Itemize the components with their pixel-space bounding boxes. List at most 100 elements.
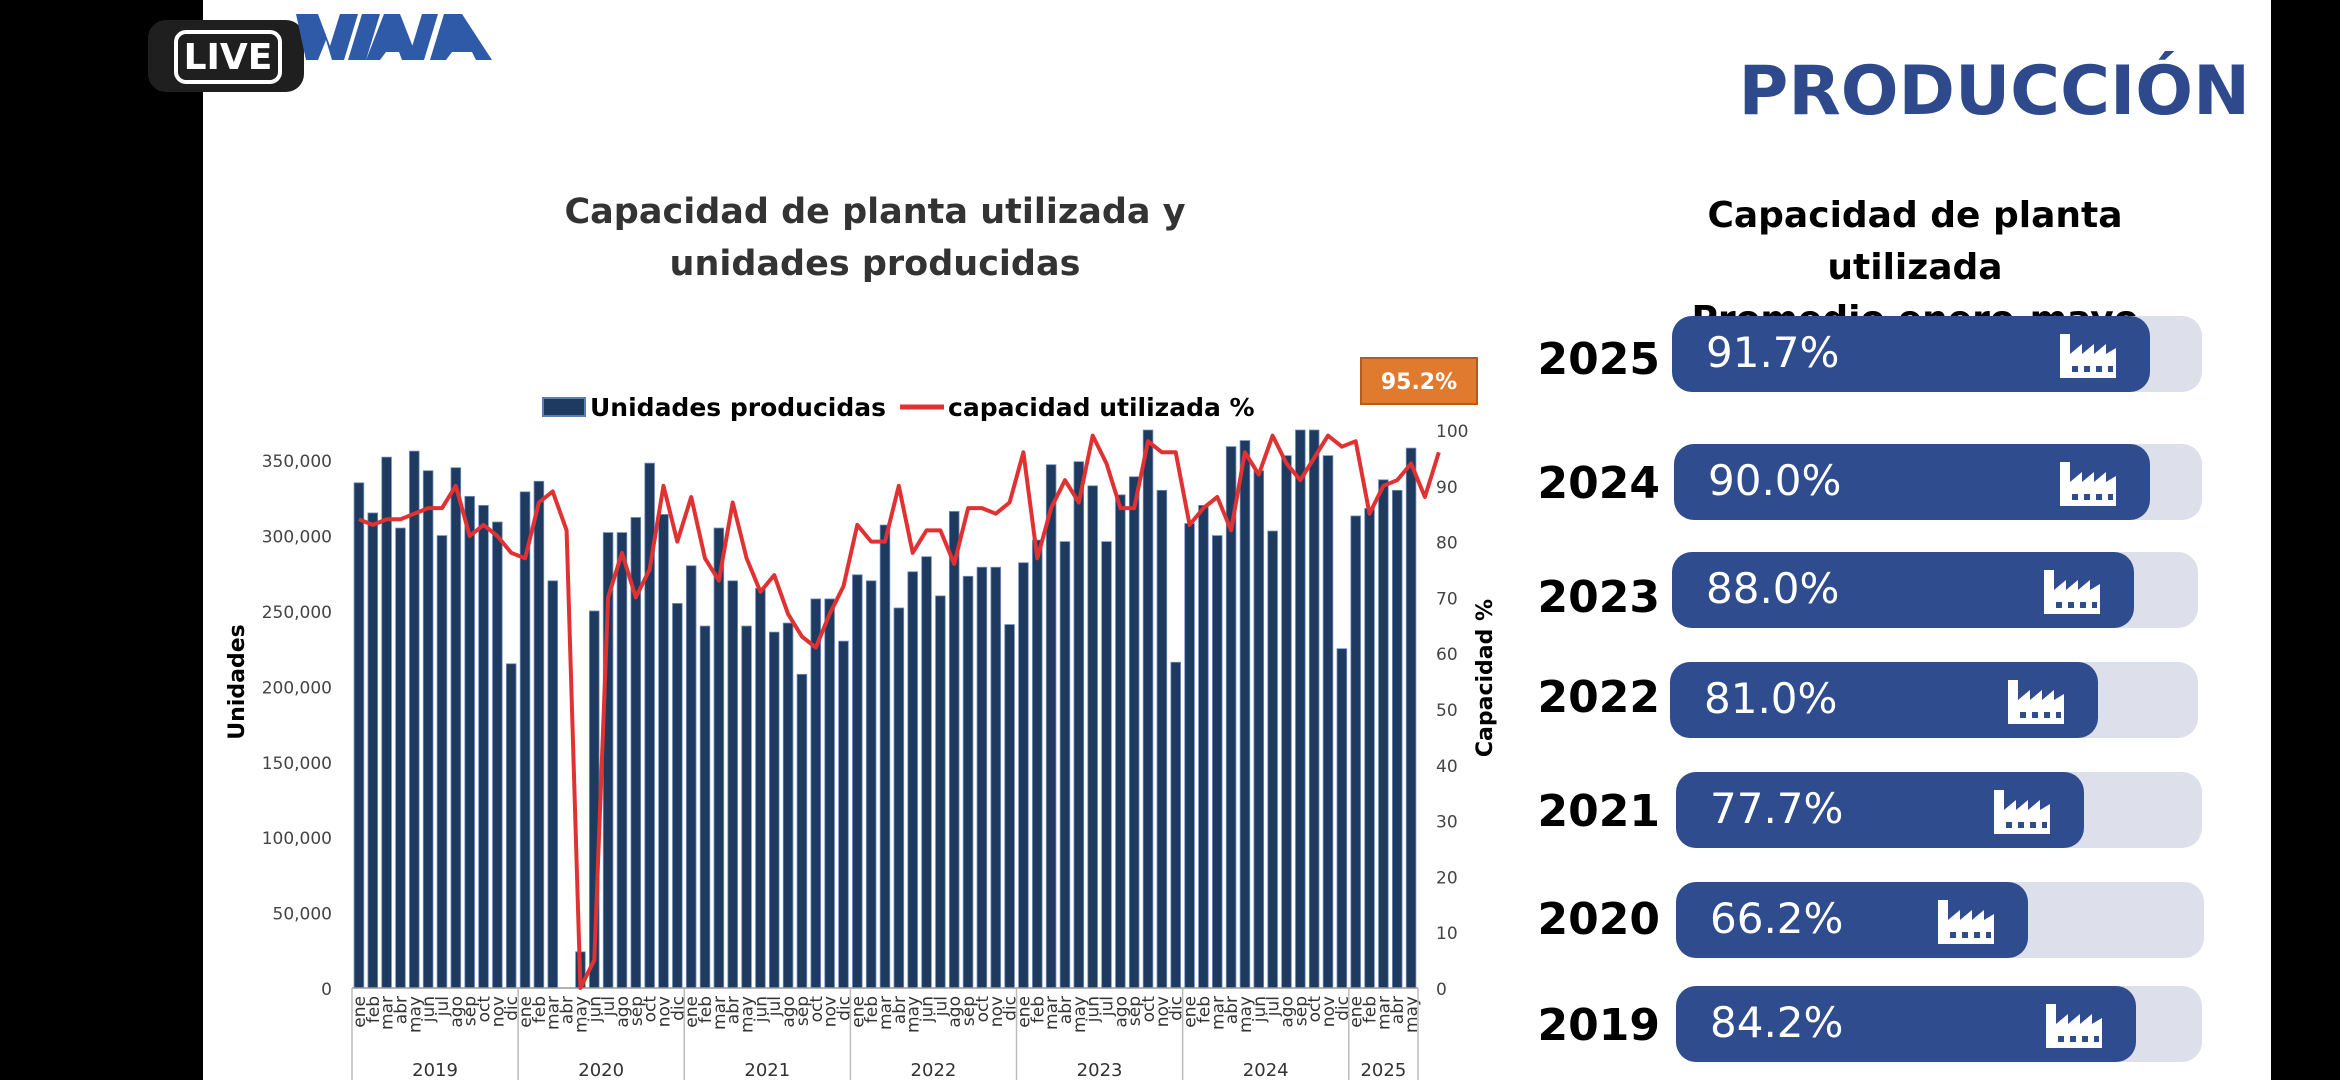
x-tick-label: may bbox=[904, 996, 924, 1033]
x-tick-label: oct bbox=[973, 996, 993, 1023]
y-tick-label-left: 0 bbox=[321, 980, 332, 1000]
x-tick-label: feb bbox=[862, 996, 882, 1023]
x-tick-label: oct bbox=[641, 996, 661, 1023]
bar bbox=[547, 580, 558, 989]
bar bbox=[796, 673, 808, 989]
year-label: 2021 bbox=[1537, 786, 1660, 837]
capacity-value: 84.2% bbox=[1710, 998, 1844, 1047]
bar bbox=[1018, 562, 1029, 989]
x-tick-label: ago bbox=[447, 996, 467, 1028]
capacity-value: 90.0% bbox=[1708, 456, 1842, 505]
x-tick-label: may bbox=[405, 996, 425, 1033]
x-tick-label: feb bbox=[696, 996, 716, 1023]
capacity-bar-fill: 84.2% bbox=[1676, 986, 2136, 1062]
axes: 0 50,000 100,000 150,000 200,000 250,000 300,0… bbox=[262, 422, 1468, 1080]
bar bbox=[893, 607, 905, 989]
bar bbox=[948, 511, 960, 989]
y-tick-label-left: 250,000 bbox=[262, 603, 332, 623]
x-tick-label: oct bbox=[807, 996, 827, 1023]
bar bbox=[658, 514, 669, 989]
x-tick-label: jul bbox=[1264, 996, 1284, 1017]
x-tick-label: ene bbox=[350, 996, 370, 1028]
bar bbox=[1281, 455, 1292, 989]
bar bbox=[409, 450, 420, 989]
x-tick-label: abr bbox=[1222, 996, 1242, 1024]
legend: Unidades producidas capacidad utilizada … bbox=[542, 393, 1255, 422]
bar bbox=[713, 527, 725, 989]
year-label: 2025 bbox=[1537, 334, 1660, 385]
x-tick-label: sep bbox=[461, 996, 481, 1026]
bar bbox=[1239, 440, 1251, 989]
x-year-label: 2024 bbox=[1243, 1060, 1289, 1080]
capacity-value: 66.2% bbox=[1710, 894, 1844, 943]
bar bbox=[1101, 541, 1112, 989]
x-tick-label: ene bbox=[848, 996, 868, 1028]
bar bbox=[450, 467, 462, 989]
bar bbox=[1350, 515, 1361, 989]
bar bbox=[838, 640, 849, 989]
x-tick-label: jul bbox=[1098, 996, 1118, 1017]
y-tick-label-left: 200,000 bbox=[262, 678, 332, 698]
x-tick-label: jun bbox=[918, 996, 938, 1023]
x-year-label: 2023 bbox=[1077, 1060, 1123, 1080]
x-tick-label: sep bbox=[1291, 996, 1311, 1026]
y-axis-label-right: Capacidad % bbox=[1473, 599, 1498, 757]
y-tick-label-left: 50,000 bbox=[273, 905, 332, 925]
factory-icon bbox=[2058, 328, 2118, 380]
y-tick-label-left: 300,000 bbox=[262, 528, 332, 548]
x-tick-label: ene bbox=[516, 996, 536, 1028]
bar bbox=[367, 512, 379, 989]
bar bbox=[492, 521, 503, 989]
bar bbox=[1364, 508, 1375, 989]
bar bbox=[1156, 489, 1168, 989]
capacity-value: 77.7% bbox=[1710, 784, 1844, 833]
x-tick-label: nov bbox=[654, 996, 674, 1027]
x-tick-label: mar bbox=[1042, 996, 1062, 1030]
x-tick-label: ene bbox=[682, 996, 702, 1028]
bar bbox=[1087, 485, 1098, 989]
capacity-bar-track: 81.0% bbox=[1670, 662, 2198, 738]
y-tick-label-right: 40 bbox=[1436, 757, 1458, 777]
bar bbox=[810, 598, 822, 989]
bar bbox=[1391, 489, 1403, 989]
bar bbox=[852, 574, 863, 989]
bar bbox=[685, 565, 697, 989]
x-tick-label: ene bbox=[1014, 996, 1034, 1028]
factory-icon bbox=[2058, 456, 2118, 508]
capacity-bar-track: 90.0% bbox=[1674, 444, 2202, 520]
bar bbox=[1032, 539, 1043, 989]
bar bbox=[533, 480, 545, 989]
bar bbox=[436, 535, 448, 989]
bar bbox=[478, 505, 489, 989]
capacity-bar-track: 77.7% bbox=[1676, 772, 2202, 848]
y-axis-label-left: Unidades bbox=[225, 624, 250, 739]
x-tick-label: dic bbox=[502, 996, 522, 1021]
callout-box: 95.2% bbox=[1360, 357, 1478, 405]
year-label: 2020 bbox=[1537, 894, 1660, 945]
capacity-bar-track: 84.2% bbox=[1676, 986, 2202, 1062]
capacity-bar-fill: 81.0% bbox=[1670, 662, 2098, 738]
x-tick-label: sep bbox=[959, 996, 979, 1026]
x-year-label: 2022 bbox=[911, 1060, 957, 1080]
bar bbox=[1059, 541, 1071, 989]
x-tick-label: jul bbox=[433, 996, 453, 1017]
x-tick-label: may bbox=[1402, 996, 1422, 1033]
bar bbox=[1115, 494, 1126, 989]
year-label: 2019 bbox=[1537, 1000, 1660, 1051]
x-tick-label: ago bbox=[945, 996, 965, 1028]
x-tick-label: dic bbox=[668, 996, 688, 1021]
x-tick-label: jun bbox=[1084, 996, 1104, 1023]
x-tick-label: nov bbox=[1319, 996, 1339, 1027]
factory-icon bbox=[2042, 564, 2102, 616]
x-tick-label: mar bbox=[1374, 996, 1394, 1030]
capacity-bar-track: 66.2% bbox=[1676, 882, 2204, 958]
x-tick-label: mar bbox=[544, 996, 564, 1030]
bar bbox=[1128, 476, 1140, 989]
live-badge: LIVE bbox=[148, 20, 304, 92]
bar bbox=[1295, 429, 1306, 989]
capacity-value: 88.0% bbox=[1706, 564, 1840, 613]
right-title-line1: Capacidad de planta utilizada bbox=[1707, 195, 2123, 288]
x-tick-label: ago bbox=[613, 996, 633, 1028]
y-tick-label-right: 60 bbox=[1436, 645, 1458, 665]
